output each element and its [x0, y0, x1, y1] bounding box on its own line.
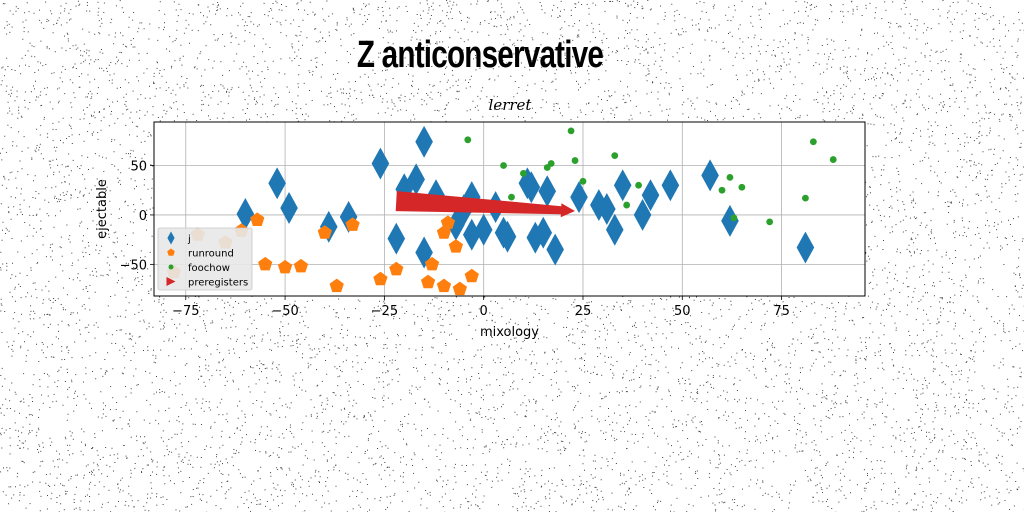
x-tick-label: 0: [480, 304, 488, 319]
data-point-runround: [345, 217, 360, 231]
data-point-runround: [277, 259, 293, 274]
data-point-j: [598, 193, 616, 225]
y-tick-label: −50: [120, 258, 147, 273]
legend-label-preregisters: preregisters: [188, 278, 248, 289]
data-point-j: [546, 233, 564, 266]
data-point-j: [534, 216, 553, 249]
data-point-j: [268, 167, 286, 200]
data-point-j: [415, 236, 433, 269]
y-axis-label: ejectable: [95, 179, 110, 239]
data-point-j: [522, 171, 541, 204]
legend-marker-foochow: [168, 264, 174, 270]
data-point-foochow: [567, 127, 575, 135]
data-point-foochow: [802, 194, 809, 202]
data-point-j: [605, 213, 624, 246]
data-point-runround: [317, 225, 332, 239]
data-point-j: [474, 213, 493, 246]
data-point-runround: [464, 268, 479, 283]
data-point-j: [462, 218, 481, 251]
legend: j runround foochow preregisters: [157, 227, 253, 291]
data-point-foochow: [611, 152, 619, 160]
chart-suptitle: Z anticonservative: [356, 34, 604, 76]
x-tick-label: −75: [172, 304, 199, 319]
data-point-j: [633, 198, 652, 231]
data-point-foochow: [464, 136, 472, 144]
x-tick-label: 25: [575, 304, 592, 319]
data-point-runround: [420, 274, 436, 289]
data-point-foochow: [829, 156, 837, 163]
data-point-j: [236, 197, 255, 230]
data-point-j: [641, 179, 660, 212]
data-point-foochow: [520, 170, 527, 177]
data-point-foochow: [579, 177, 587, 185]
legend-label-runround: runround: [188, 249, 234, 260]
data-point-runround: [250, 212, 265, 226]
series-foochow: [464, 127, 837, 226]
data-point-runround: [258, 256, 273, 271]
data-point-runround: [329, 278, 344, 293]
data-point-j: [498, 220, 517, 253]
data-point-foochow: [508, 193, 515, 201]
legend-label-j: j: [187, 234, 191, 245]
data-point-j: [415, 125, 433, 158]
axes-frame: [153, 121, 866, 297]
data-point-runround: [373, 271, 388, 286]
data-point-foochow: [726, 173, 734, 181]
data-point-foochow: [766, 218, 774, 226]
data-point-foochow: [500, 162, 507, 169]
data-point-j: [796, 231, 815, 264]
data-point-runround: [448, 239, 464, 253]
data-point-runround: [293, 258, 309, 273]
data-point-runround: [436, 278, 452, 293]
data-point-j: [538, 175, 557, 208]
data-point-j: [387, 222, 406, 255]
data-point-j: [407, 163, 425, 196]
data-point-j: [721, 204, 739, 237]
data-point-j: [701, 159, 719, 192]
x-axis-label: mixology: [480, 325, 539, 340]
axes-title: lerret: [488, 96, 532, 114]
tick-layer: −75 −50 −25 0 25 50 75 −50 0 50: [120, 160, 790, 320]
x-tick-label: 75: [773, 304, 790, 319]
data-point-foochow: [718, 186, 726, 194]
legend-marker-j: [167, 231, 175, 245]
legend-box: [157, 227, 253, 291]
data-point-foochow: [809, 138, 817, 146]
data-point-runround: [424, 256, 440, 271]
y-tick-label: 50: [130, 160, 147, 175]
x-tick-label: 50: [674, 304, 691, 319]
data-point-foochow: [635, 181, 642, 189]
y-tick-label: 0: [139, 209, 147, 224]
data-point-foochow: [547, 160, 555, 167]
data-point-j: [570, 181, 588, 214]
data-point-j: [661, 169, 680, 202]
series-j: [236, 125, 815, 269]
x-tick-label: −25: [371, 304, 398, 319]
data-point-runround: [440, 215, 456, 229]
data-point-j: [339, 200, 358, 233]
data-point-runround: [452, 281, 467, 296]
data-point-j: [613, 169, 632, 202]
data-point-j: [280, 192, 298, 224]
data-layer: [166, 125, 837, 296]
legend-label-foochow: foochow: [188, 263, 230, 274]
x-tick-label: −50: [271, 304, 298, 319]
legend-marker-runround: [167, 248, 175, 256]
legend-marker-preregisters: [166, 277, 176, 286]
data-point-foochow: [571, 157, 579, 164]
data-point-foochow: [623, 201, 631, 209]
arrow-preregisters: [395, 191, 575, 218]
data-point-foochow: [738, 183, 746, 191]
data-point-j: [371, 147, 390, 180]
data-point-runround: [389, 261, 404, 276]
data-point-foochow: [730, 214, 738, 222]
